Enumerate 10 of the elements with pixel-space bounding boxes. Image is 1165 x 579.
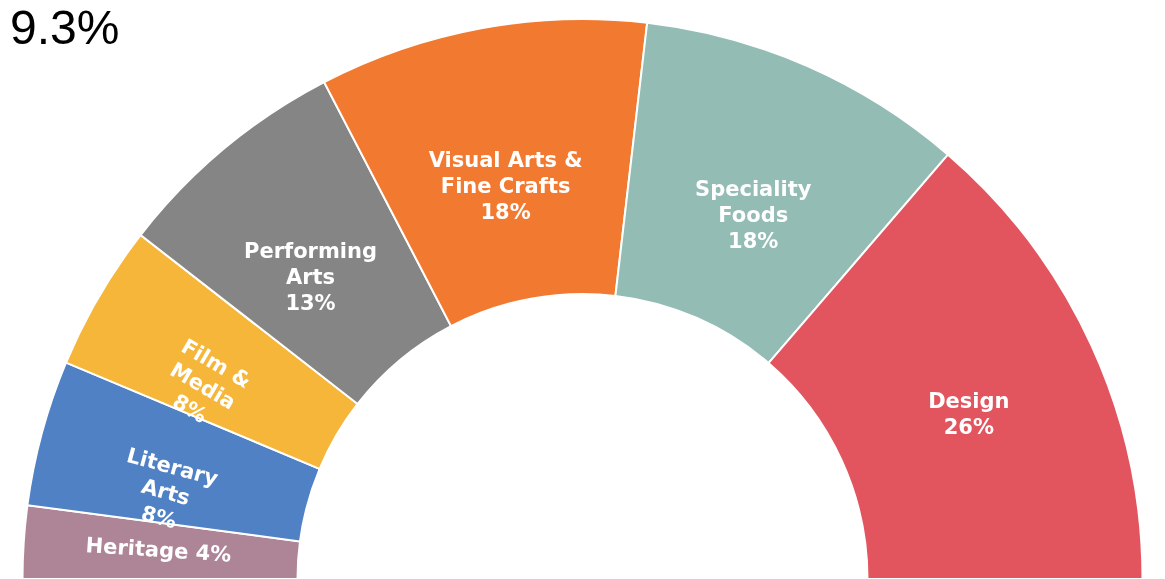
data-label: 13% — [285, 291, 336, 316]
text: 9.3% — [10, 1, 120, 54]
data-label: 18% — [728, 228, 779, 253]
slice-label: Visual Arts & Fine Crafts — [428, 148, 583, 199]
data-label: 26% — [943, 414, 994, 439]
slice-label: Design — [928, 388, 1010, 413]
slice-label: Heritage 4% — [84, 533, 233, 567]
slice-label: Performing Arts — [244, 239, 378, 290]
slice-label: Speciality Foods — [695, 176, 812, 227]
data-label: 18% — [480, 200, 531, 225]
